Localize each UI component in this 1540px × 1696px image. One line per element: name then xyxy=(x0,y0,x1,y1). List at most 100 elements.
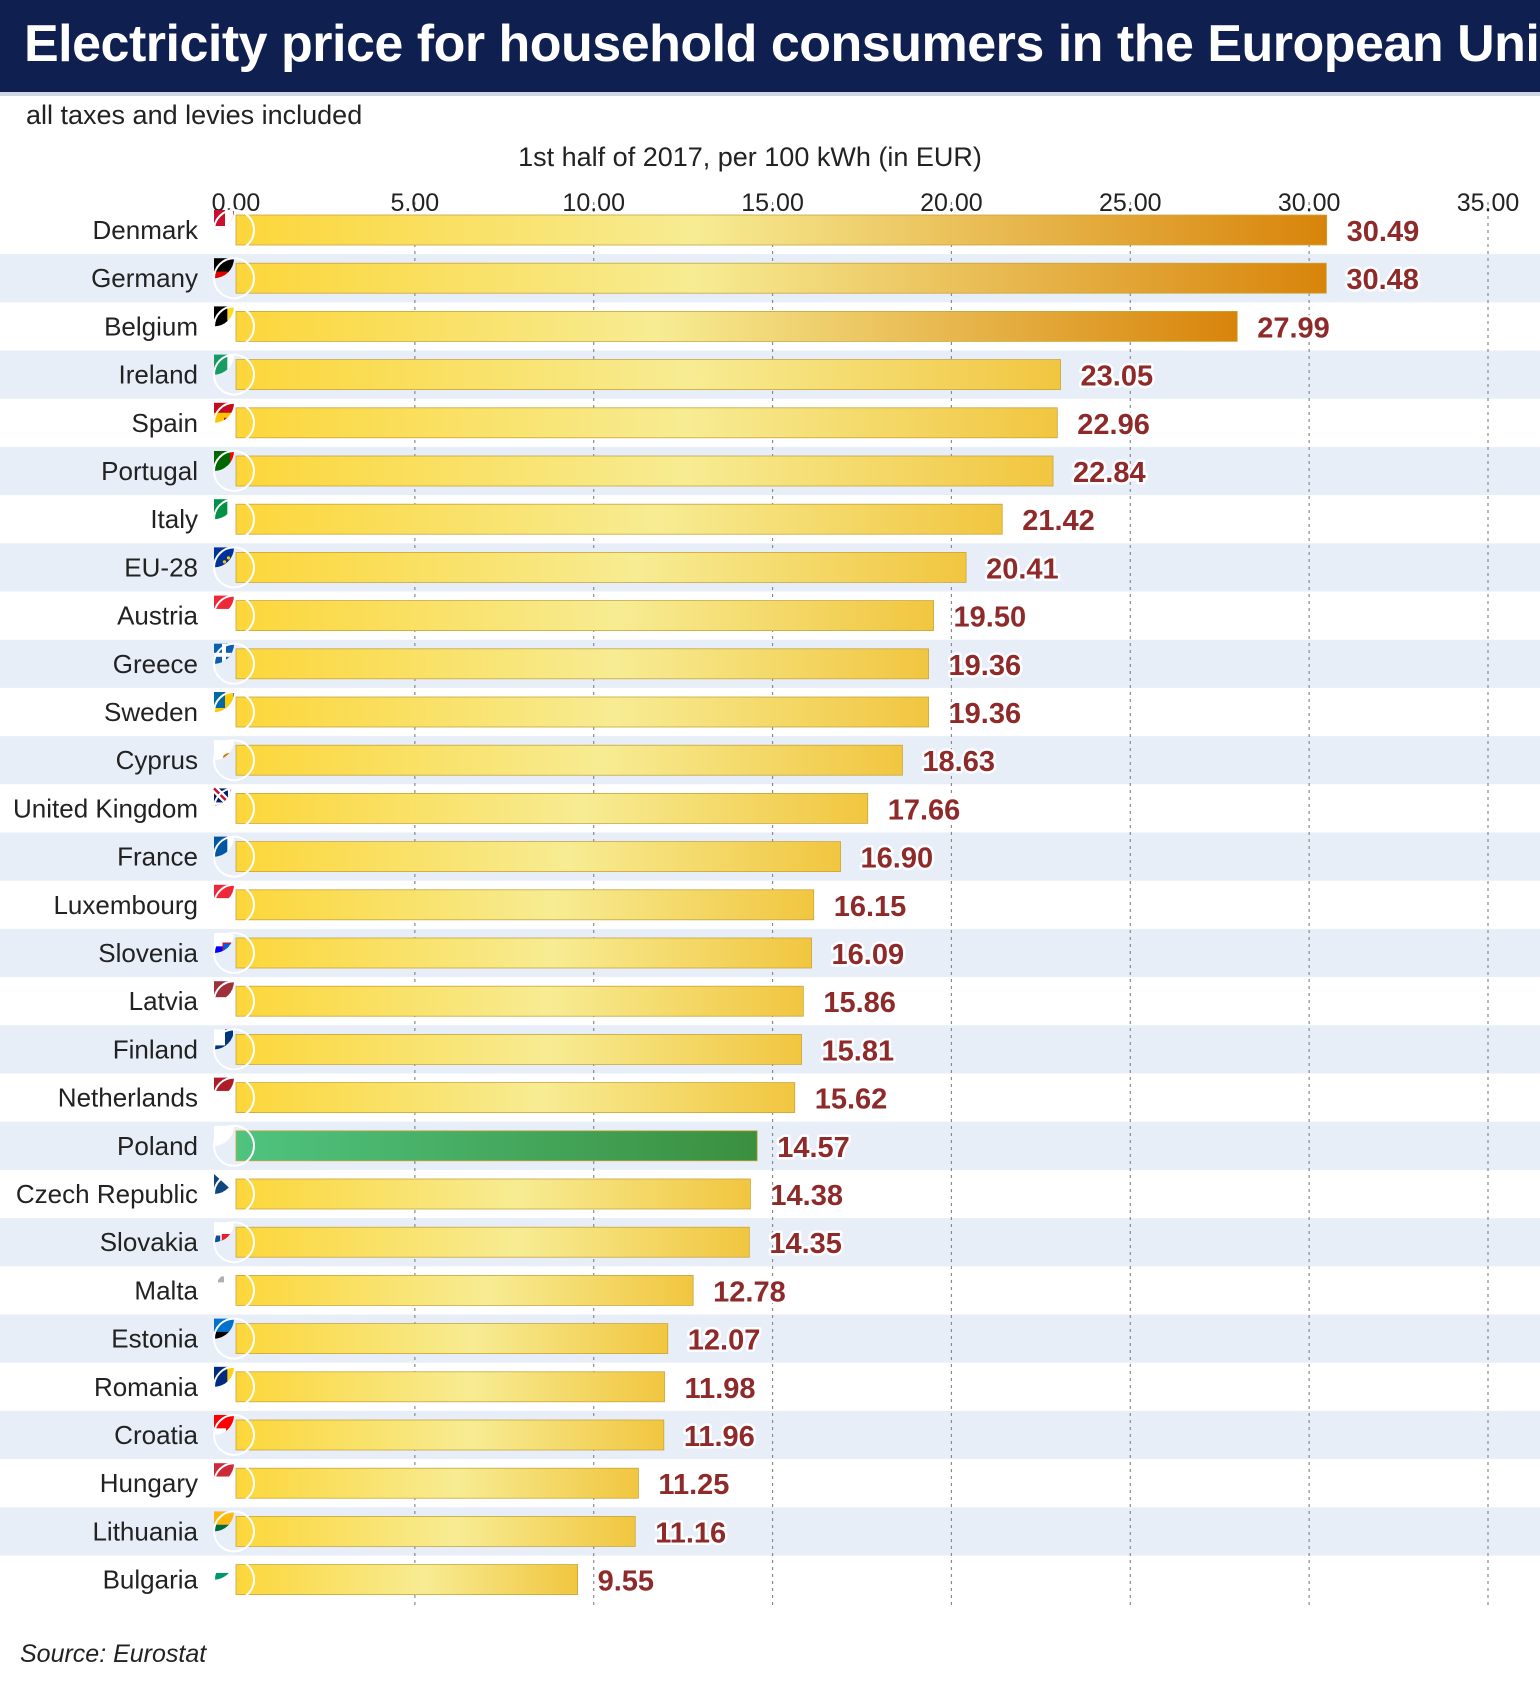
x-axis-title: 1st half of 2017, per 100 kWh (in EUR) xyxy=(518,142,982,172)
value-label: 15.86 xyxy=(823,987,896,1019)
x-tick-label: 20.00 xyxy=(920,189,983,217)
value-label: 16.90 xyxy=(861,843,934,875)
value-label: 30.48 xyxy=(1346,264,1419,296)
value-label: 17.66 xyxy=(888,794,961,826)
value-label: 21.42 xyxy=(1022,505,1095,537)
value-label: 9.55 xyxy=(598,1566,654,1598)
country-label: Estonia xyxy=(111,1324,198,1354)
value-label: 23.05 xyxy=(1081,361,1154,393)
bar xyxy=(235,1467,639,1499)
country-label: Romania xyxy=(94,1372,199,1402)
bar xyxy=(235,310,1238,342)
country-label: Ireland xyxy=(119,360,199,390)
country-label: Denmark xyxy=(93,215,199,245)
bar xyxy=(235,985,804,1017)
bar xyxy=(235,1178,751,1210)
country-label: Latvia xyxy=(129,986,199,1016)
value-label: 22.84 xyxy=(1073,457,1146,489)
country-label: Sweden xyxy=(104,697,198,727)
bar xyxy=(235,1034,802,1065)
chart-title: Electricity price for household consumer… xyxy=(24,15,1540,73)
value-label: 19.36 xyxy=(949,650,1022,682)
value-label: 20.41 xyxy=(986,553,1059,585)
country-label: Bulgaria xyxy=(103,1565,199,1595)
value-label: 19.36 xyxy=(949,698,1022,730)
value-label: 19.50 xyxy=(954,602,1027,634)
bar xyxy=(235,1371,665,1403)
value-label: 15.62 xyxy=(815,1084,888,1116)
source-note: Source: Eurostat xyxy=(20,1640,207,1668)
bar xyxy=(235,1564,579,1595)
country-label: Czech Republic xyxy=(16,1179,198,1209)
value-label: 14.38 xyxy=(770,1180,843,1212)
country-label: Croatia xyxy=(114,1420,198,1450)
bar xyxy=(235,359,1061,391)
value-label: 16.15 xyxy=(834,891,907,923)
country-label: Finland xyxy=(113,1034,198,1064)
country-label: Italy xyxy=(150,504,198,534)
bar xyxy=(235,841,841,872)
bar xyxy=(235,1516,636,1547)
bar xyxy=(235,1130,758,1162)
value-label: 12.78 xyxy=(713,1276,786,1308)
x-tick-label: 30.00 xyxy=(1278,189,1341,217)
bar xyxy=(235,696,929,728)
value-label: 11.16 xyxy=(655,1517,726,1549)
bar xyxy=(235,600,934,631)
country-label: Netherlands xyxy=(58,1083,198,1113)
x-tick-label: 25.00 xyxy=(1099,189,1162,217)
value-label: 27.99 xyxy=(1257,312,1330,344)
country-label: Luxembourg xyxy=(53,890,198,920)
x-tick-label: 5.00 xyxy=(391,189,440,217)
value-label: 15.81 xyxy=(822,1035,895,1067)
value-label: 11.98 xyxy=(685,1373,756,1405)
bar xyxy=(235,648,929,680)
country-label: Malta xyxy=(134,1275,198,1305)
bar xyxy=(235,262,1327,294)
value-label: 11.25 xyxy=(658,1469,729,1501)
chart-subtitle: all taxes and levies included xyxy=(26,100,363,130)
country-label: Germany xyxy=(91,263,198,293)
country-label: EU-28 xyxy=(124,552,198,582)
bar xyxy=(235,1419,665,1451)
country-label: Slovakia xyxy=(100,1227,199,1257)
bar xyxy=(235,937,812,969)
country-label: Poland xyxy=(117,1131,198,1161)
bar xyxy=(235,214,1328,246)
x-tick-label: 10.00 xyxy=(562,189,625,217)
bar xyxy=(235,552,967,583)
bar xyxy=(235,1226,750,1258)
bar xyxy=(235,1323,669,1354)
value-label: 22.96 xyxy=(1077,409,1150,441)
country-label: United Kingdom xyxy=(13,793,198,823)
country-label: Lithuania xyxy=(92,1516,198,1546)
country-label: Cyprus xyxy=(116,745,198,775)
title-bar: Electricity price for household consumer… xyxy=(0,0,1540,96)
country-label: Spain xyxy=(132,408,199,438)
country-label: Austria xyxy=(117,601,198,631)
x-tick-label: 35.00 xyxy=(1457,189,1520,217)
country-label: Greece xyxy=(113,649,198,679)
x-tick-label: 15.00 xyxy=(741,189,804,217)
country-label: Belgium xyxy=(104,311,198,341)
bar xyxy=(235,1275,694,1306)
bar xyxy=(235,889,815,921)
country-label: Slovenia xyxy=(98,938,198,968)
value-label: 16.09 xyxy=(832,939,905,971)
value-label: 14.57 xyxy=(777,1132,850,1164)
bar xyxy=(235,793,869,824)
bar xyxy=(235,503,1003,535)
country-label: Portugal xyxy=(101,456,198,486)
bar xyxy=(235,407,1058,439)
value-label: 18.63 xyxy=(922,746,995,778)
value-label: 12.07 xyxy=(688,1325,761,1357)
value-label: 14.35 xyxy=(769,1228,842,1260)
value-label: 30.49 xyxy=(1347,216,1420,248)
bar xyxy=(235,1082,796,1113)
bar xyxy=(235,455,1054,487)
country-label: France xyxy=(117,842,198,872)
value-label: 11.96 xyxy=(684,1421,755,1453)
country-label: Hungary xyxy=(100,1468,198,1498)
bar xyxy=(235,744,903,776)
